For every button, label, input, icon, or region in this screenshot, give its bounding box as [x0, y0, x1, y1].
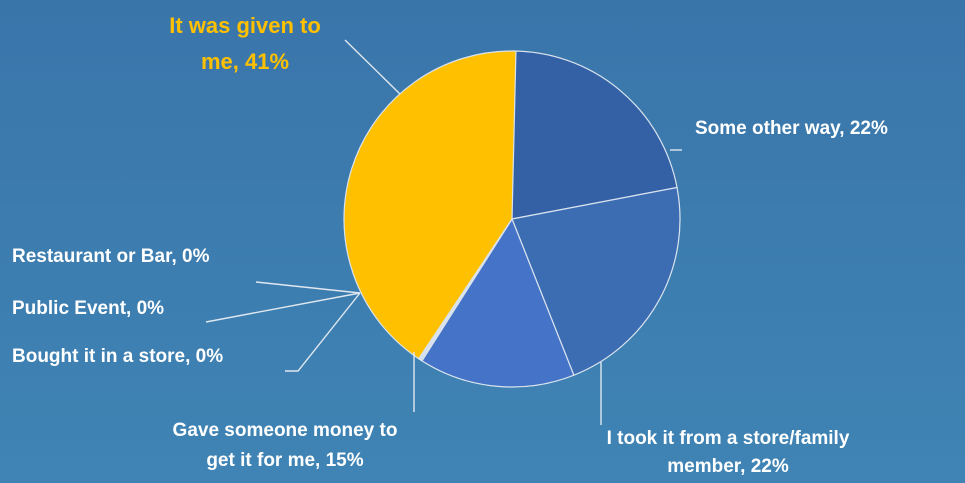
leader-line-4 [205, 292, 361, 323]
slice-label-line: Public Event, 0% [12, 298, 164, 319]
leader-line-6 [344, 39, 401, 95]
slice-label-6: It was given to me, 41% [169, 13, 321, 74]
slice-label-line: me, 41% [201, 49, 289, 74]
pie-slice-6 [343, 50, 517, 360]
slice-label-line: Gave someone money to [173, 420, 398, 441]
slice-label-2: Gave someone money to get it for me, 15% [173, 420, 398, 471]
slice-label-line: I took it from a store/family [607, 428, 850, 449]
pie-slice-0 [511, 50, 678, 220]
slice-label-5: Restaurant or Bar, 0% [12, 246, 210, 267]
slice-label-line: Bought it in a store, 0% [12, 346, 223, 367]
leader-lines [205, 39, 682, 425]
leader-line-5 [255, 281, 361, 294]
slice-label-1: I took it from a store/family member, 22% [607, 428, 850, 477]
slice-label-3: Bought it in a store, 0% [12, 346, 223, 367]
slice-label-line: get it for me, 15% [206, 450, 363, 471]
slice-label-4: Public Event, 0% [12, 298, 164, 319]
slice-label-line: Restaurant or Bar, 0% [12, 246, 210, 267]
slice-label-line: Some other way, 22% [695, 118, 888, 139]
pie-slice-1 [511, 186, 681, 376]
slice-label-line: member, 22% [667, 456, 789, 477]
pie-slice-2 [421, 217, 575, 388]
pie-slices [343, 50, 681, 388]
slice-labels: Some other way, 22% I took it from a stor… [12, 13, 888, 477]
slice-label-line: It was given to [169, 13, 321, 38]
leader-line-3 [285, 292, 361, 372]
slice-label-0: Some other way, 22% [695, 118, 888, 139]
